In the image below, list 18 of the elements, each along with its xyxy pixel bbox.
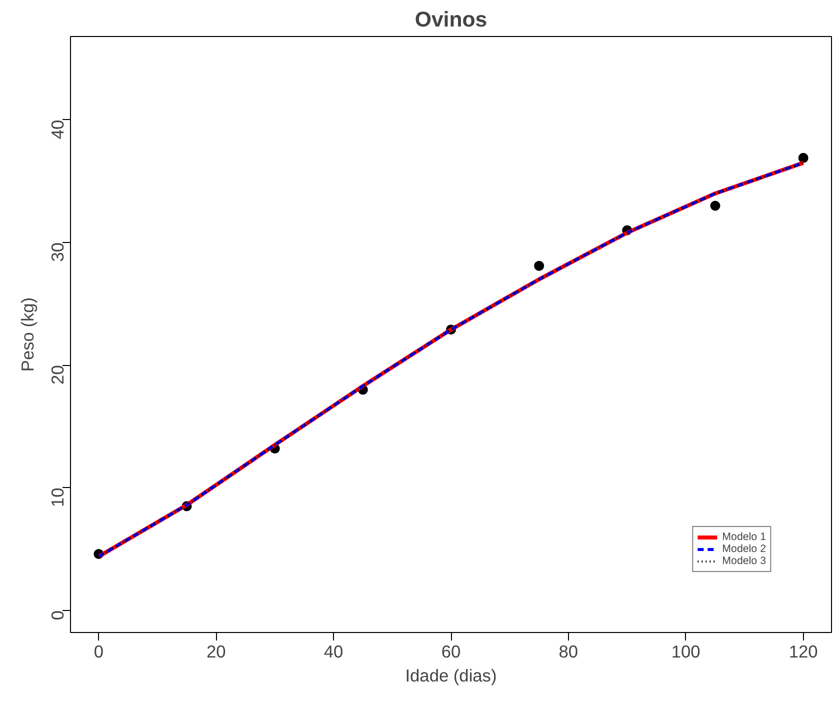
- x-tick-label: 80: [558, 642, 578, 662]
- x-tick-label: 60: [441, 642, 461, 662]
- x-tick-label: 40: [324, 642, 344, 662]
- legend-label: Modelo 1: [722, 531, 766, 543]
- legend-label: Modelo 2: [722, 543, 766, 555]
- y-tick-label: 10: [48, 488, 68, 508]
- x-axis-title: Idade (dias): [405, 666, 497, 686]
- x-tick-label: 0: [94, 642, 104, 662]
- y-axis-title: Peso (kg): [18, 297, 38, 372]
- chart-title: Ovinos: [414, 8, 488, 32]
- y-tick-label: 40: [48, 120, 68, 140]
- y-tick-label: 30: [48, 242, 68, 262]
- x-tick-label: 20: [206, 642, 226, 662]
- x-tick-label: 100: [671, 642, 700, 662]
- legend-label: Modelo 3: [722, 555, 766, 567]
- y-tick-label: 0: [48, 610, 68, 620]
- y-tick-label: 20: [48, 365, 68, 384]
- x-tick-label: 120: [788, 642, 818, 662]
